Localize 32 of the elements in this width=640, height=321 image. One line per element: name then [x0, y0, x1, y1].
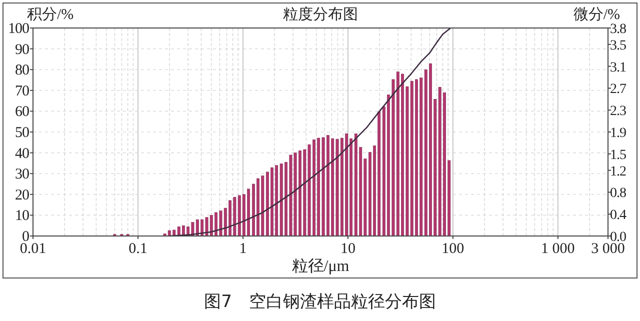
- x-axis-title: 粒径/μm: [292, 258, 350, 275]
- y2-tick-label: 0.8: [610, 186, 626, 202]
- y-tick-label: 20: [15, 187, 29, 204]
- y2-tick-label: 1.5: [610, 148, 626, 163]
- x-tick-label: 0.1: [128, 241, 148, 257]
- y-tick-label: 50: [15, 125, 29, 141]
- y2-tick-label: 3.1: [610, 60, 626, 76]
- y-tick-label: 10: [15, 208, 29, 224]
- y2-tick-label: 3.8: [610, 22, 626, 37]
- y2-tick-label: 1.2: [610, 164, 626, 180]
- caption: 图7 空白钢渣样品粒径分布图: [204, 292, 436, 312]
- y-axis-title: 积分/%: [27, 6, 74, 23]
- x-tick-label: 10: [340, 241, 356, 257]
- y-tick-label: 40: [15, 146, 29, 162]
- y2-tick-label: 2.3: [610, 104, 626, 120]
- y2-tick-label: 0.4: [610, 208, 626, 224]
- y-tick-label: 60: [15, 104, 29, 120]
- y-tick-label: 90: [15, 42, 29, 58]
- x-tick-label: 1 000: [541, 241, 575, 257]
- x-tick-label: 0.01: [20, 241, 46, 257]
- y2-axis-title: 微分/%: [573, 6, 620, 23]
- y2-tick-label: 1.9: [610, 126, 626, 141]
- y-tick-label: 100: [8, 21, 29, 37]
- chart-title: 粒度分布图: [283, 6, 358, 23]
- y-tick-label: 80: [15, 62, 29, 79]
- y-tick-label: 70: [15, 83, 29, 100]
- y-tick-label: 30: [15, 166, 29, 183]
- x-tick-label: 1: [239, 241, 247, 257]
- x-tick-label: 100: [442, 241, 464, 257]
- y2-tick-label: 2.7: [610, 82, 626, 98]
- x-tick-label: 3 000: [591, 241, 625, 257]
- y2-tick-label: 3.5: [610, 38, 626, 54]
